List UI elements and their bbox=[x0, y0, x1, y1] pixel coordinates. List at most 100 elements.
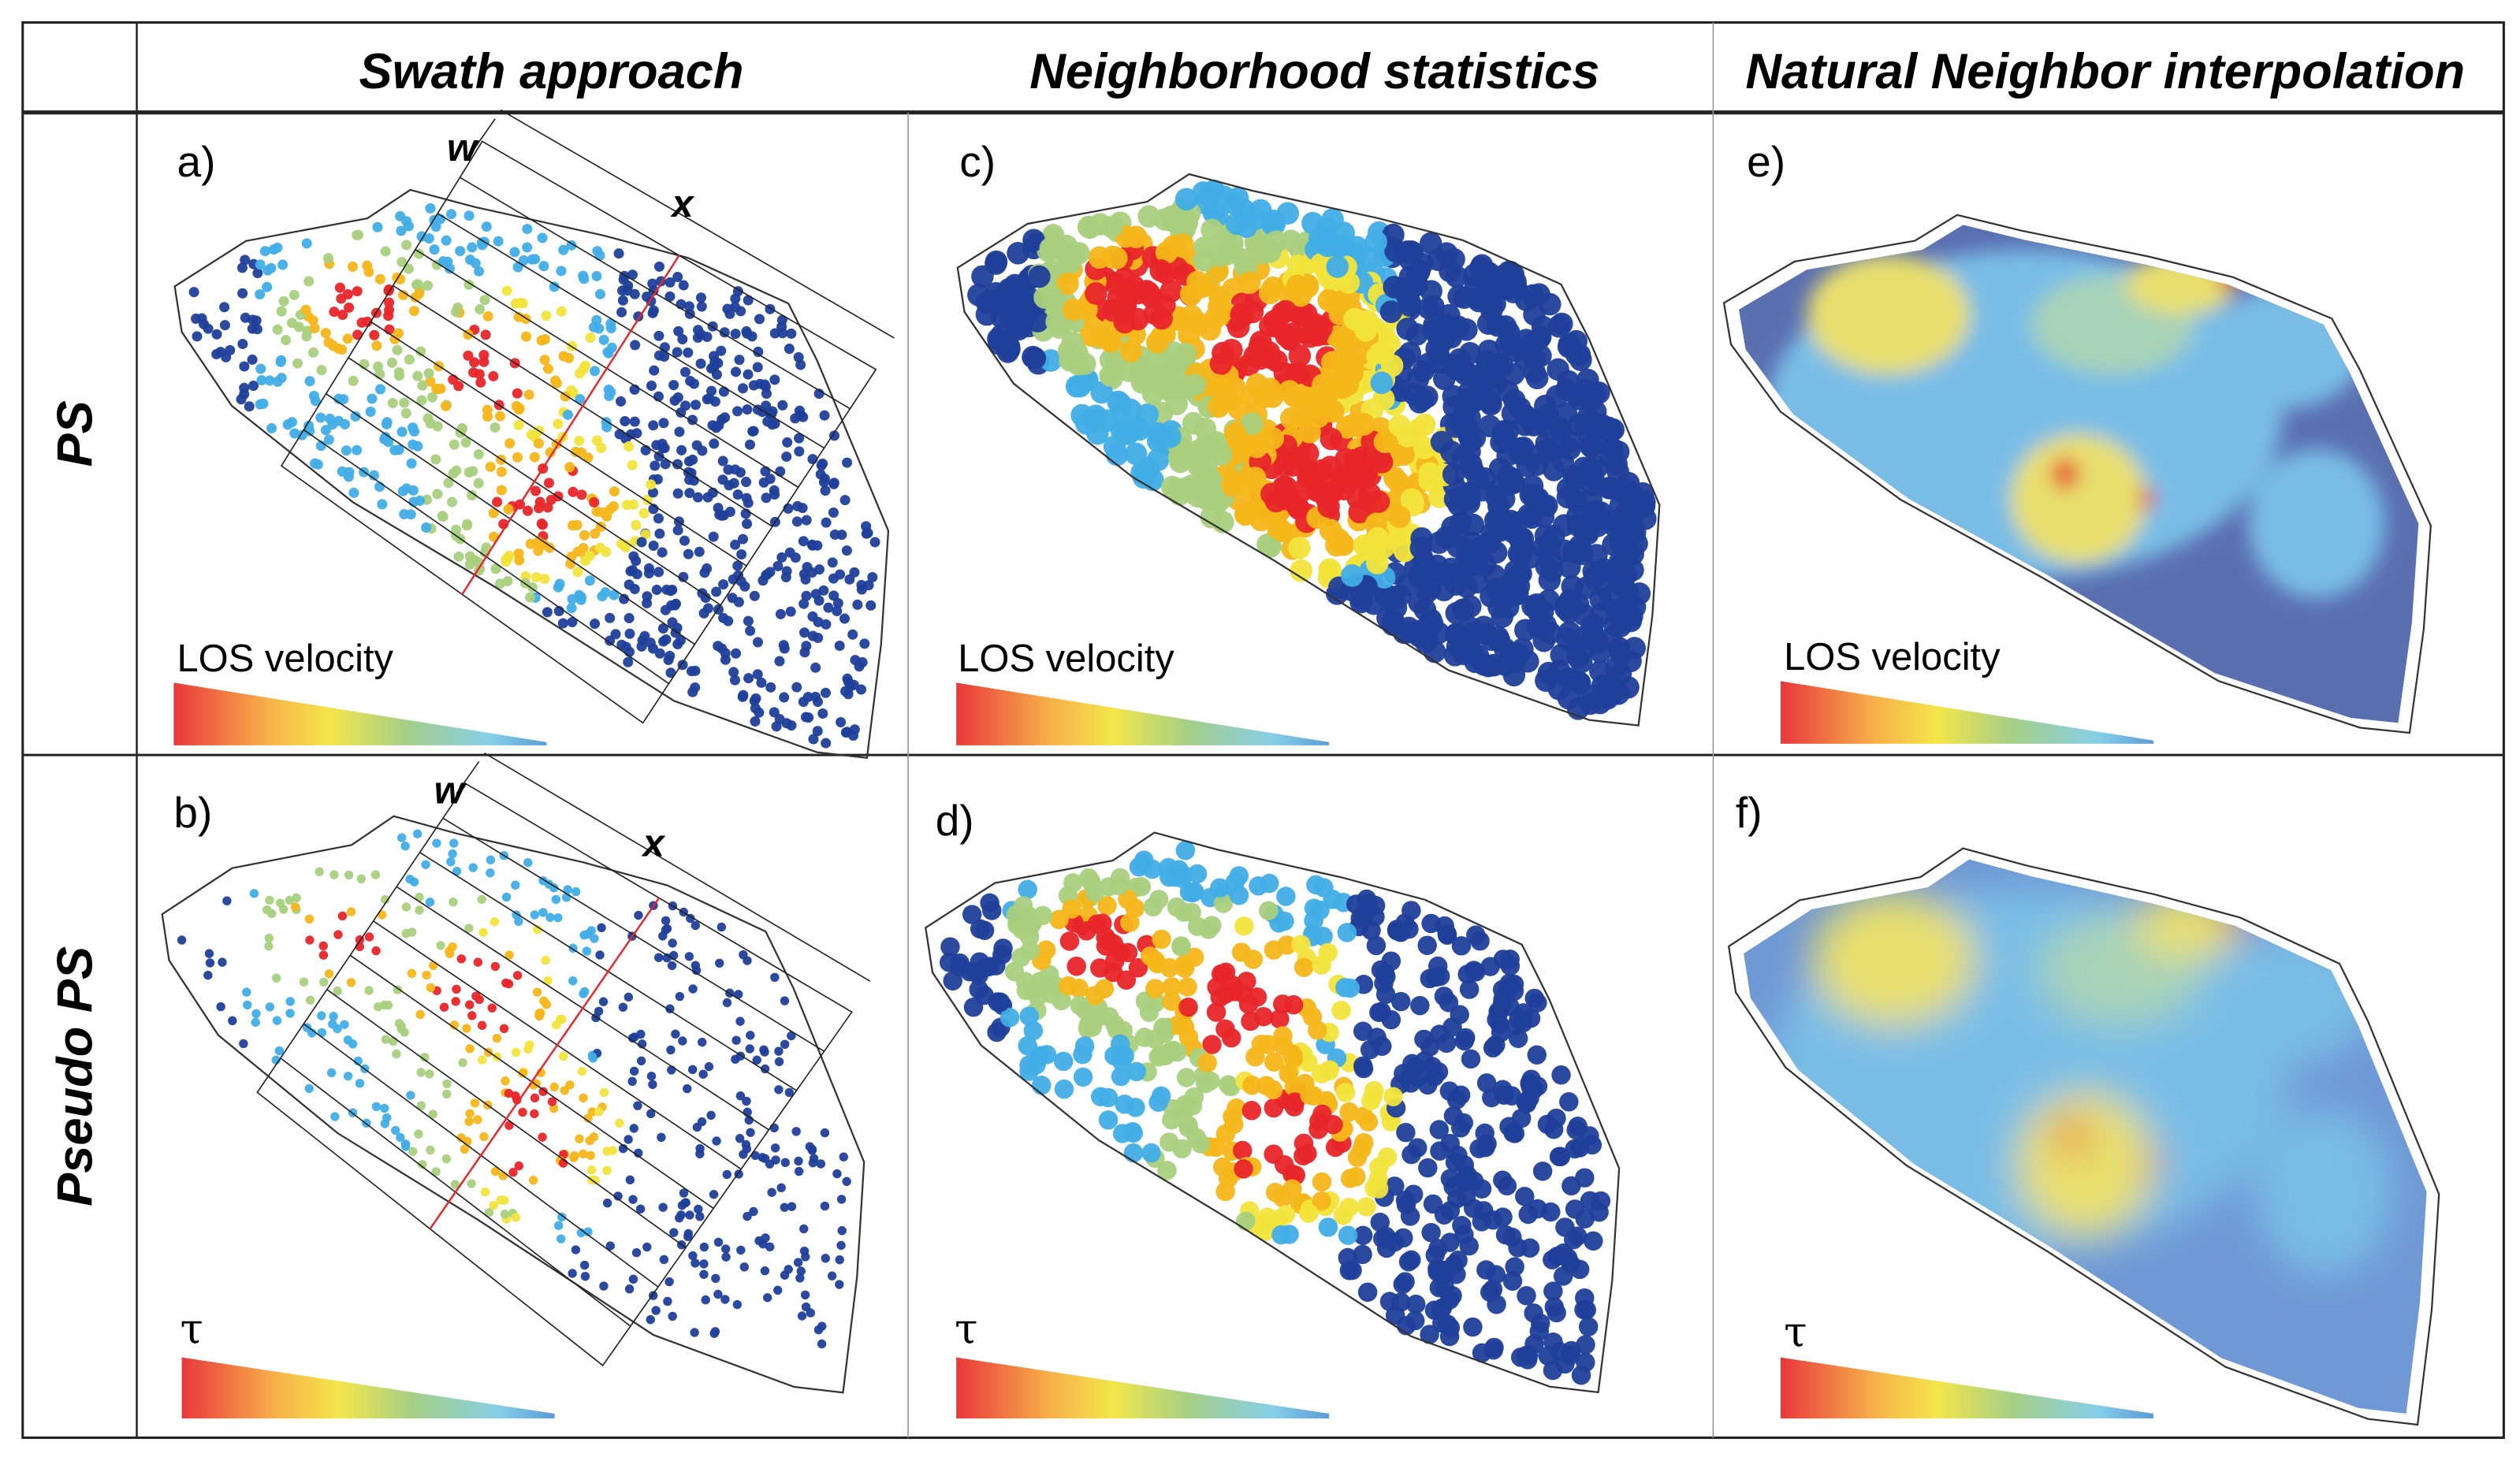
data-point bbox=[285, 895, 295, 905]
data-point bbox=[590, 1176, 600, 1185]
data-point bbox=[816, 1159, 826, 1169]
data-point bbox=[1353, 1021, 1373, 1042]
data-point bbox=[1107, 390, 1130, 414]
data-point bbox=[1126, 1061, 1146, 1082]
data-point bbox=[1527, 1045, 1547, 1065]
data-point bbox=[1108, 875, 1129, 896]
data-point bbox=[496, 485, 507, 496]
data-point bbox=[542, 1000, 552, 1009]
data-point bbox=[1308, 1120, 1328, 1139]
data-point bbox=[1547, 678, 1571, 701]
data-point bbox=[336, 293, 347, 304]
data-point bbox=[1096, 927, 1115, 947]
data-point bbox=[1423, 640, 1446, 663]
data-point bbox=[1546, 436, 1569, 459]
data-point bbox=[1569, 348, 1592, 371]
data-point bbox=[590, 366, 601, 377]
swath-length-mark-b: x bbox=[641, 823, 666, 865]
data-point bbox=[1419, 232, 1442, 255]
data-point bbox=[316, 365, 327, 376]
data-point bbox=[818, 585, 829, 596]
data-point bbox=[401, 902, 411, 912]
data-point bbox=[377, 910, 387, 920]
data-point bbox=[1018, 1035, 1037, 1056]
data-point bbox=[1059, 931, 1080, 951]
data-point bbox=[400, 1142, 411, 1151]
data-point bbox=[679, 535, 690, 546]
data-point bbox=[690, 961, 701, 970]
data-point bbox=[1310, 317, 1333, 340]
data-point bbox=[532, 987, 542, 997]
data-point bbox=[617, 285, 628, 296]
data-point bbox=[1331, 1001, 1351, 1020]
data-point bbox=[1369, 1157, 1389, 1177]
data-point bbox=[1545, 385, 1569, 408]
data-point bbox=[765, 682, 776, 693]
data-point bbox=[256, 375, 267, 386]
data-point bbox=[262, 281, 273, 292]
data-point bbox=[794, 1156, 803, 1166]
data-point bbox=[473, 1115, 482, 1124]
data-point bbox=[679, 1188, 689, 1198]
data-point bbox=[1334, 448, 1357, 471]
data-point bbox=[683, 301, 694, 312]
data-point bbox=[1291, 303, 1314, 326]
data-point bbox=[1450, 1005, 1469, 1024]
legend-title-b: τ bbox=[181, 1305, 203, 1353]
data-point bbox=[255, 363, 266, 374]
data-point bbox=[627, 459, 638, 470]
data-point bbox=[1426, 967, 1446, 987]
data-point bbox=[1532, 1162, 1553, 1181]
data-point bbox=[798, 598, 810, 609]
data-point bbox=[490, 961, 501, 972]
data-point bbox=[1346, 1167, 1366, 1187]
data-point bbox=[479, 1132, 489, 1142]
data-point bbox=[1174, 342, 1197, 366]
data-point bbox=[1576, 406, 1600, 429]
data-point bbox=[1169, 860, 1189, 879]
data-point bbox=[1221, 1028, 1241, 1048]
data-point bbox=[1452, 630, 1475, 653]
data-point bbox=[1159, 1132, 1179, 1152]
data-point bbox=[798, 536, 809, 547]
data-point bbox=[813, 1325, 824, 1335]
data-point bbox=[510, 298, 521, 309]
data-point bbox=[255, 288, 266, 299]
data-point bbox=[819, 410, 830, 421]
data-point bbox=[1568, 671, 1591, 694]
data-point bbox=[800, 1290, 810, 1300]
data-point bbox=[211, 329, 222, 340]
data-point bbox=[1049, 909, 1069, 930]
data-point bbox=[562, 409, 574, 420]
data-point bbox=[533, 545, 544, 556]
data-point bbox=[1297, 1143, 1317, 1164]
data-point bbox=[564, 462, 575, 473]
data-point bbox=[367, 393, 378, 404]
data-point bbox=[589, 1132, 599, 1142]
data-point bbox=[625, 1175, 635, 1185]
data-point bbox=[465, 1044, 475, 1054]
data-point bbox=[340, 418, 351, 429]
data-point bbox=[1068, 374, 1092, 398]
data-point bbox=[733, 597, 744, 608]
data-point bbox=[743, 369, 754, 380]
data-point bbox=[534, 503, 545, 514]
data-point bbox=[396, 225, 407, 236]
data-point bbox=[734, 355, 745, 366]
data-point bbox=[415, 346, 426, 357]
color-ramp-b bbox=[181, 1357, 555, 1419]
data-point bbox=[605, 1241, 616, 1251]
data-point bbox=[549, 1082, 559, 1092]
data-point bbox=[583, 1113, 593, 1123]
legend-title-c: LOS velocity bbox=[958, 637, 1174, 680]
data-point bbox=[1448, 1145, 1468, 1165]
data-point bbox=[646, 1109, 656, 1119]
data-point bbox=[717, 643, 728, 654]
data-point bbox=[401, 216, 412, 227]
data-point bbox=[1162, 991, 1182, 1011]
data-point bbox=[538, 1132, 547, 1142]
data-point bbox=[1521, 284, 1545, 307]
data-point bbox=[776, 322, 787, 333]
data-point bbox=[281, 335, 292, 346]
data-point bbox=[1414, 1029, 1434, 1050]
